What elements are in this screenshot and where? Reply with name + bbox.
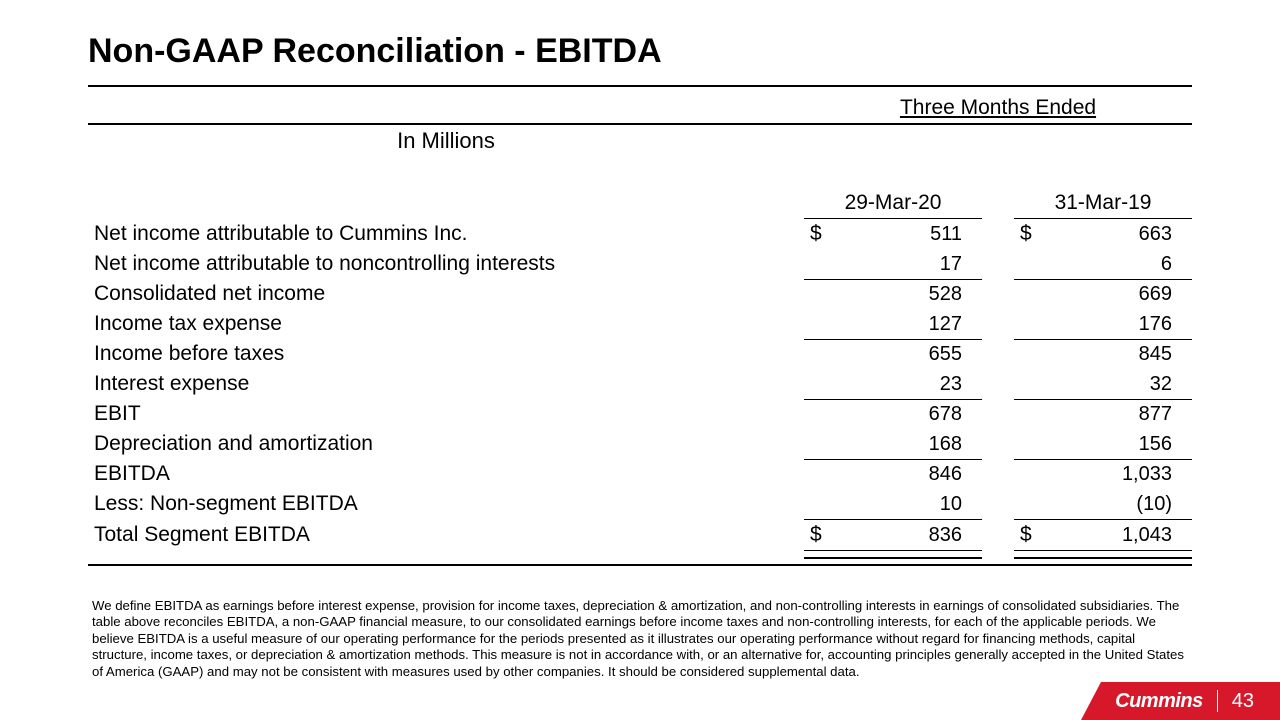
- brand-logo: Cummins: [1115, 690, 1203, 713]
- currency-symbol: [1014, 309, 1042, 339]
- currency-symbol: [804, 279, 832, 309]
- currency-symbol: [804, 459, 832, 489]
- currency-symbol: [1014, 399, 1042, 429]
- row-label: Net income attributable to Cummins Inc.: [88, 219, 804, 250]
- reconciliation-table: Three Months EndedIn Millions 29-Mar-20 3…: [88, 85, 1192, 572]
- currency-symbol: [804, 249, 832, 279]
- currency-symbol: [804, 369, 832, 399]
- currency-symbol: [1014, 489, 1042, 519]
- currency-symbol: [804, 339, 832, 369]
- currency-symbol: [804, 429, 832, 459]
- cell-value: 23: [832, 369, 982, 399]
- period-span-header: Three Months Ended: [804, 93, 1192, 124]
- row-label: Less: Non-segment EBITDA: [88, 489, 804, 519]
- row-label: EBITDA: [88, 459, 804, 489]
- slide-footer: Cummins 43: [1081, 682, 1280, 720]
- row-label: Interest expense: [88, 369, 804, 399]
- cell-value: 836: [832, 519, 982, 550]
- currency-symbol: [1014, 249, 1042, 279]
- cell-value: 156: [1042, 429, 1192, 459]
- cell-value: 17: [832, 249, 982, 279]
- cell-value: 168: [832, 429, 982, 459]
- column-header-1: 31-Mar-19: [1014, 188, 1192, 219]
- cell-value: 663: [1042, 219, 1192, 250]
- row-label: Total Segment EBITDA: [88, 519, 804, 550]
- row-label: Depreciation and amortization: [88, 429, 804, 459]
- cell-value: (10): [1042, 489, 1192, 519]
- currency-symbol: [804, 399, 832, 429]
- footer-separator: [1217, 690, 1218, 712]
- disclaimer-text: We define EBITDA as earnings before inte…: [88, 598, 1192, 681]
- row-label: EBIT: [88, 399, 804, 429]
- currency-symbol: [1014, 339, 1042, 369]
- currency-symbol: $: [1014, 519, 1042, 550]
- row-label: Net income attributable to noncontrollin…: [88, 249, 804, 279]
- row-label: Consolidated net income: [88, 279, 804, 309]
- cell-value: 10: [832, 489, 982, 519]
- cell-value: 678: [832, 399, 982, 429]
- cell-value: 1,043: [1042, 519, 1192, 550]
- currency-symbol: $: [1014, 219, 1042, 250]
- row-label: Income before taxes: [88, 339, 804, 369]
- cell-value: 32: [1042, 369, 1192, 399]
- page-title: Non-GAAP Reconciliation - EBITDA: [88, 32, 1192, 71]
- column-header-0: 29-Mar-20: [804, 188, 982, 219]
- cell-value: 655: [832, 339, 982, 369]
- currency-symbol: $: [804, 519, 832, 550]
- cell-value: 1,033: [1042, 459, 1192, 489]
- currency-symbol: [1014, 279, 1042, 309]
- cell-value: 176: [1042, 309, 1192, 339]
- currency-symbol: [1014, 459, 1042, 489]
- cell-value: 845: [1042, 339, 1192, 369]
- cell-value: 6: [1042, 249, 1192, 279]
- cell-value: 877: [1042, 399, 1192, 429]
- cell-value: 669: [1042, 279, 1192, 309]
- currency-symbol: $: [804, 219, 832, 250]
- page-number: 43: [1232, 690, 1254, 713]
- cell-value: 511: [832, 219, 982, 250]
- cell-value: 846: [832, 459, 982, 489]
- currency-symbol: [1014, 369, 1042, 399]
- row-label: Income tax expense: [88, 309, 804, 339]
- units-label: In Millions: [88, 124, 804, 157]
- cell-value: 127: [832, 309, 982, 339]
- currency-symbol: [804, 309, 832, 339]
- cell-value: 528: [832, 279, 982, 309]
- currency-symbol: [804, 489, 832, 519]
- currency-symbol: [1014, 429, 1042, 459]
